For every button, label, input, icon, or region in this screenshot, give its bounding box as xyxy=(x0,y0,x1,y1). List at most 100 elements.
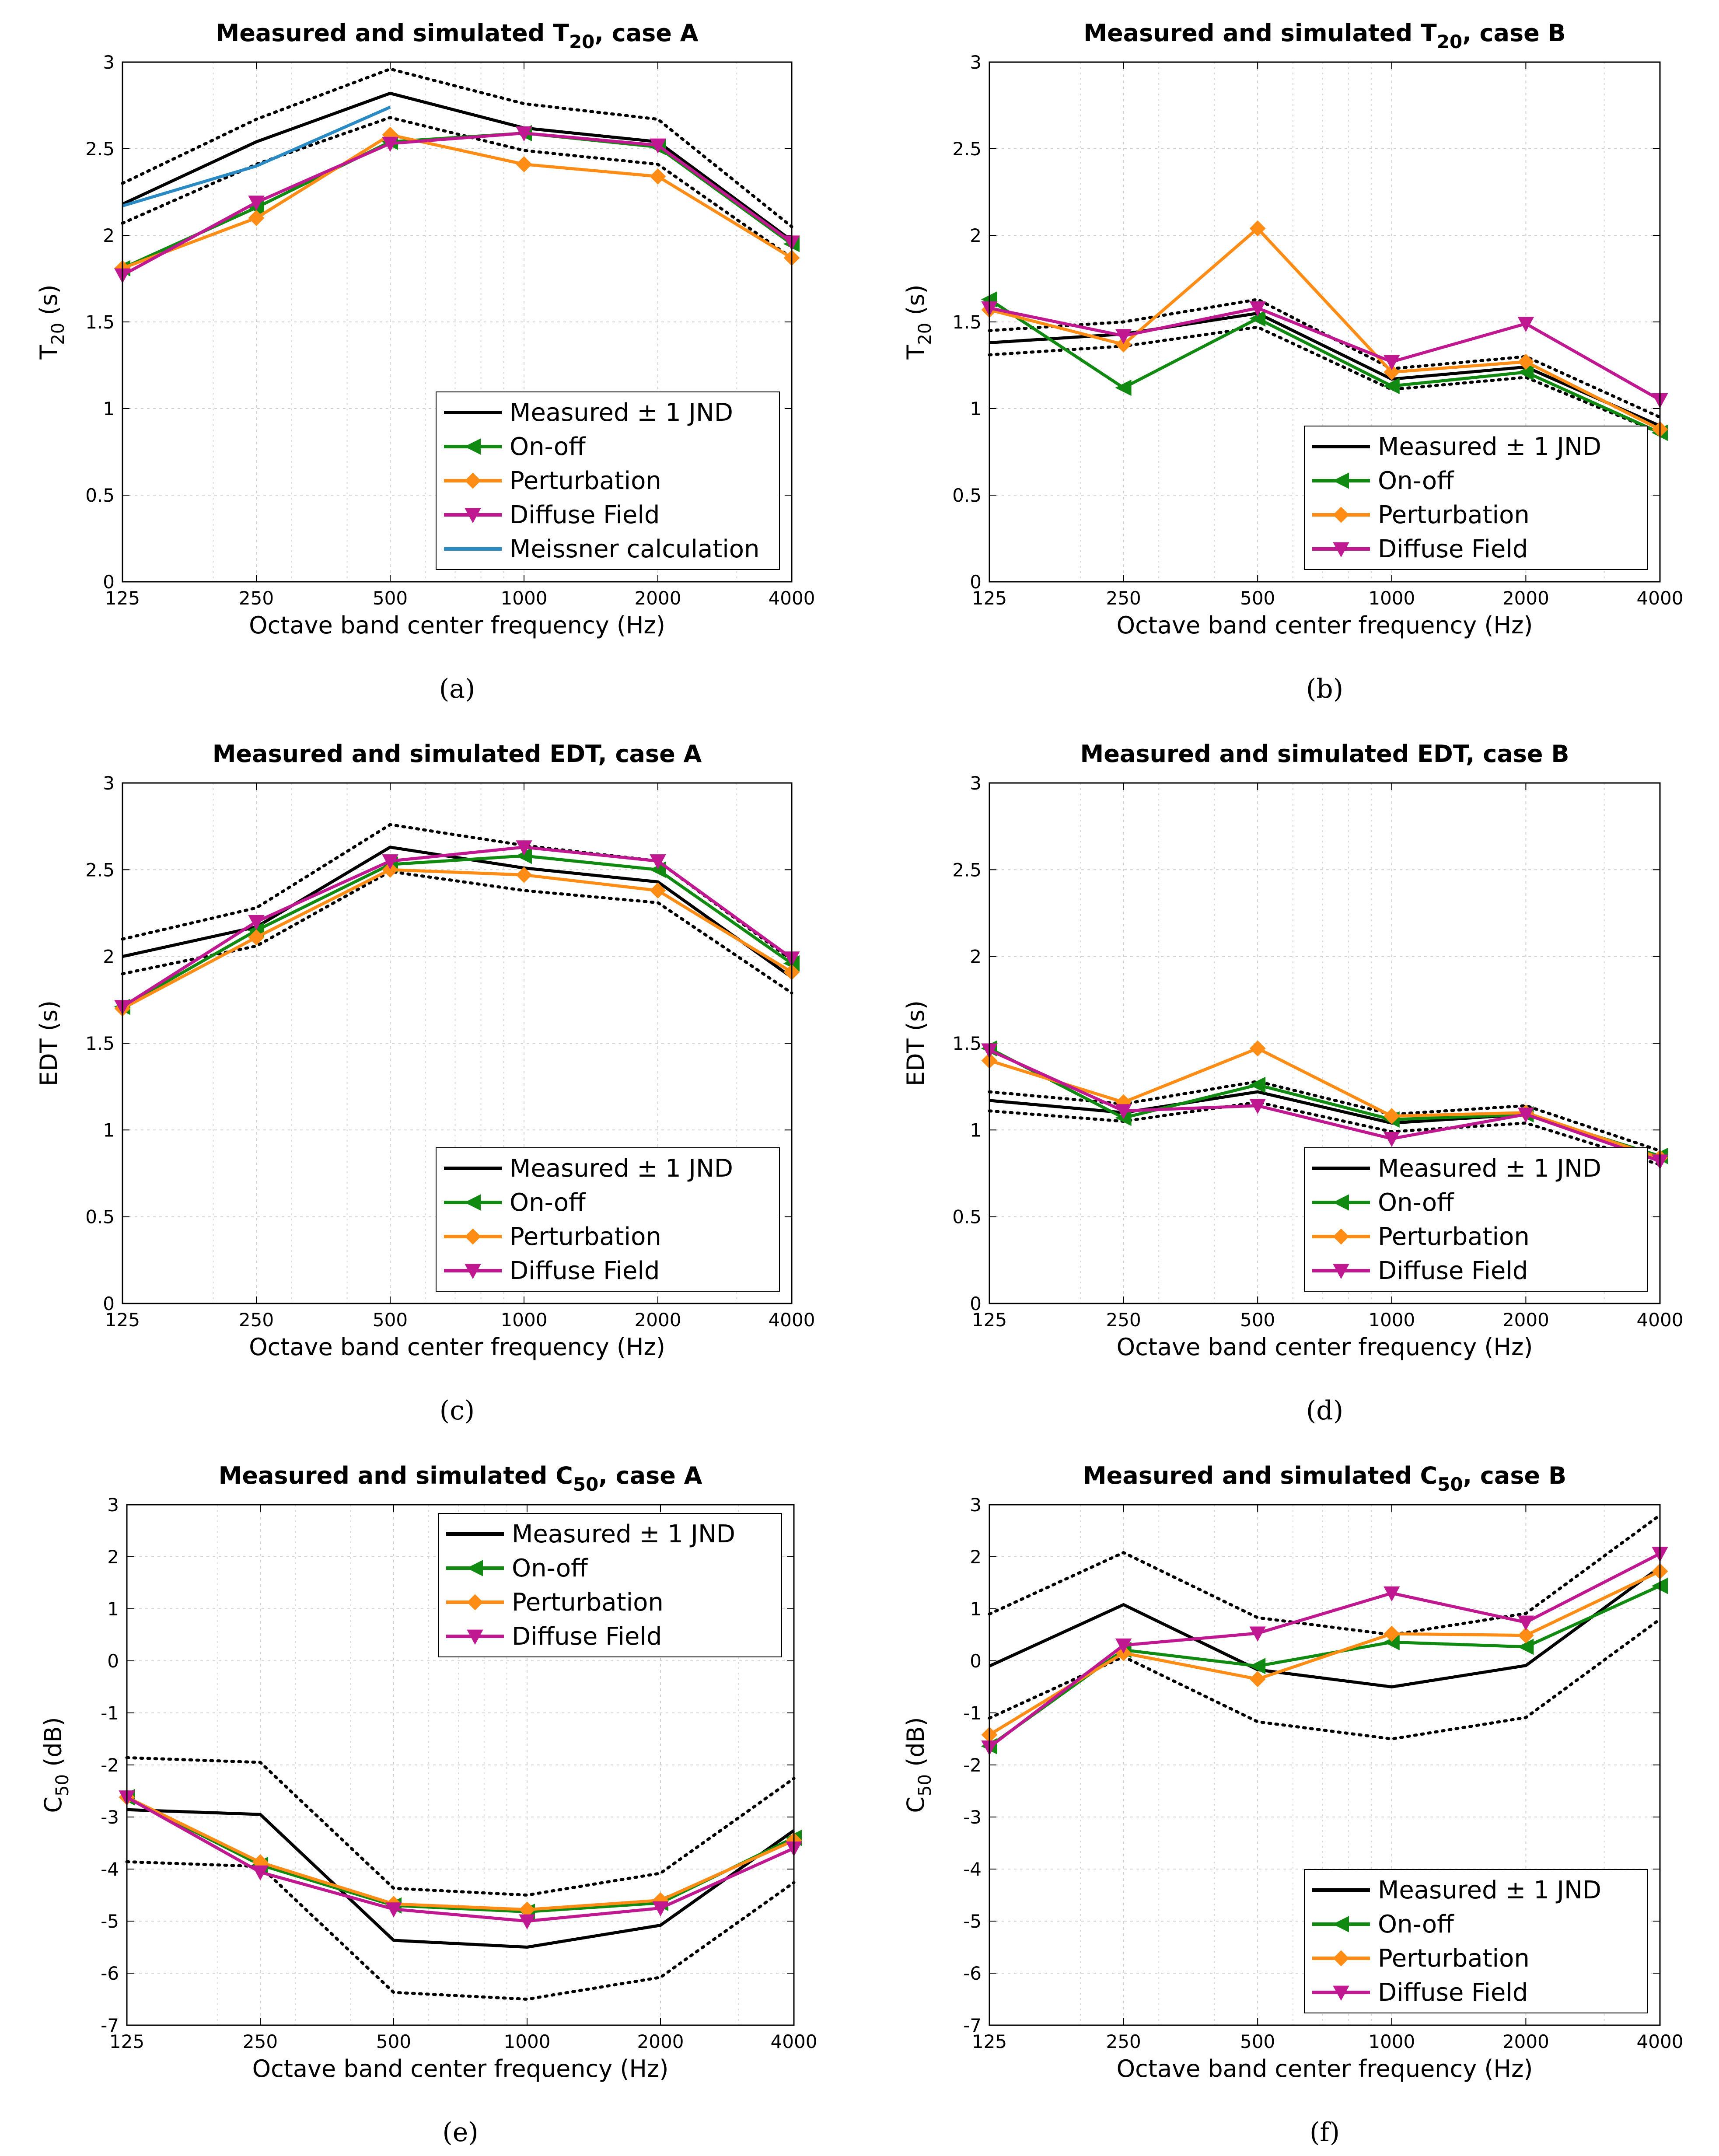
jnd-band-lower xyxy=(988,1101,1662,1167)
series-line xyxy=(126,1808,795,1949)
data-point xyxy=(516,867,532,883)
legend-marker xyxy=(465,1264,481,1279)
legend-label: Measured ± 1 JND xyxy=(1378,1154,1601,1183)
legend-marker xyxy=(466,1560,483,1576)
y-axis-label-unit: (s) xyxy=(35,284,63,322)
x-tick-label: 250 xyxy=(1106,2031,1141,2052)
legend-box xyxy=(1304,1147,1648,1292)
data-point xyxy=(248,196,265,211)
legend: Measured ± 1 JND On-off Perturbation Diffus… xyxy=(1304,426,1648,570)
y-tick-label: 0 xyxy=(970,1293,982,1314)
legend-label: Meissner calculation xyxy=(510,535,760,563)
data-point xyxy=(1384,1132,1400,1147)
series-line xyxy=(989,1048,1661,1163)
legend-label: Diffuse Field xyxy=(1378,535,1528,563)
legend-label: On-off xyxy=(1378,467,1454,495)
data-point xyxy=(1115,336,1132,353)
x-tick-label: 125 xyxy=(972,1309,1007,1331)
x-tick-label: 2000 xyxy=(1502,587,1549,609)
series-perturbation xyxy=(114,861,800,1017)
y-tick-label: 2.5 xyxy=(952,859,982,881)
data-point xyxy=(1384,355,1400,370)
x-tick-label: 1000 xyxy=(504,2031,551,2052)
panel-b: 125 250 500 1000 2000 4000 0 0.5 1 1.5 2 2.5 3 Measur… xyxy=(902,19,1683,704)
data-point xyxy=(1517,353,1534,370)
series-line xyxy=(122,854,793,1008)
data-point xyxy=(1249,1040,1266,1057)
y-axis-label-main: EDT (s) xyxy=(902,1000,929,1086)
panel-caption: (a) xyxy=(439,674,475,704)
y-tick-label: 0.5 xyxy=(952,485,982,506)
y-tick-label: 0 xyxy=(970,571,982,593)
legend-label: On-off xyxy=(512,1554,588,1583)
legend-label: On-off xyxy=(1378,1910,1454,1939)
panel-e: 125 250 500 1000 2000 4000 -7 -6 -5 -4 -3 -2 -1 0 1 2 3 M… xyxy=(39,1462,817,2148)
legend-label: Perturbation xyxy=(510,1223,661,1251)
series-meissner-calculation xyxy=(122,105,391,208)
data-point xyxy=(1383,377,1400,395)
legend: Measured ± 1 JND On-off Perturbation Diffus… xyxy=(1304,1869,1648,2013)
x-tick-label: 2000 xyxy=(635,587,681,609)
jnd-band-lower xyxy=(125,1860,796,2001)
y-tick-label: 0.5 xyxy=(85,485,115,506)
y-tick-label: 2.5 xyxy=(85,859,115,881)
data-point xyxy=(650,168,666,185)
x-tick-label: 125 xyxy=(105,587,140,609)
x-tick-label: 1000 xyxy=(1368,2031,1415,2052)
series-measured-1-jnd xyxy=(125,1756,796,2001)
data-point xyxy=(1115,1638,1132,1654)
x-tick-label: 1000 xyxy=(501,587,548,609)
x-tick-label: 125 xyxy=(105,1309,140,1331)
y-tick-label: 3 xyxy=(107,1494,119,1516)
data-point xyxy=(516,126,532,142)
series-line xyxy=(989,227,1661,431)
legend-box xyxy=(438,1513,782,1657)
data-point xyxy=(519,1914,535,1930)
series-line xyxy=(126,1796,795,1911)
data-point xyxy=(1384,1586,1400,1602)
x-tick-label: 500 xyxy=(373,587,408,609)
legend-marker xyxy=(1332,1916,1349,1932)
y-tick-label: 2.5 xyxy=(85,138,115,160)
y-tick-label: 1.5 xyxy=(85,311,115,333)
x-tick-label: 2000 xyxy=(1502,1309,1549,1331)
x-axis-label: Octave band center frequency (Hz) xyxy=(1117,1333,1533,1361)
series-line xyxy=(126,1796,795,1923)
series-line xyxy=(989,311,1661,427)
y-tick-label: -6 xyxy=(101,1963,119,1984)
data-point xyxy=(650,854,666,870)
x-axis-label: Octave band center frequency (Hz) xyxy=(252,2055,669,2083)
jnd-band-upper xyxy=(988,1513,1662,1637)
legend-marker xyxy=(467,1629,483,1645)
y-tick-label: 1 xyxy=(107,1598,119,1620)
panel-a: 125 250 500 1000 2000 4000 0 0.5 1 1.5 2 2.5 3 Measur… xyxy=(35,19,815,704)
data-point xyxy=(385,1902,402,1918)
x-axis-label: Octave band center frequency (Hz) xyxy=(249,612,665,639)
panel-title-main: Measured and simulated C xyxy=(1083,1462,1437,1489)
y-tick-label: 1.5 xyxy=(952,1033,982,1054)
y-tick-label: 0.5 xyxy=(952,1206,982,1228)
x-tick-label: 4000 xyxy=(769,587,815,609)
panel-title-sub: 20 xyxy=(569,31,594,52)
axes-frame xyxy=(122,61,793,583)
y-tick-label: -5 xyxy=(101,1911,119,1932)
axes-frame xyxy=(126,1504,795,2026)
y-axis-label-main: C xyxy=(902,1796,929,1813)
y-axis-label: C50 (dB) xyxy=(39,1717,73,1813)
x-tick-label: 125 xyxy=(972,2031,1007,2052)
x-tick-label: 500 xyxy=(1240,587,1275,609)
x-tick-label: 4000 xyxy=(1637,1309,1684,1331)
legend-label: Perturbation xyxy=(512,1588,664,1617)
legend-label: On-off xyxy=(1378,1188,1454,1217)
y-tick-label: 2 xyxy=(970,946,982,968)
y-axis-label: T20 (s) xyxy=(35,284,68,360)
panel-title: Measured and simulated T20, case A xyxy=(216,19,698,52)
x-tick-label: 250 xyxy=(1106,1309,1141,1331)
panel-caption: (d) xyxy=(1306,1395,1343,1426)
panel-title-main: Measured and simulated EDT, case B xyxy=(1080,740,1569,768)
y-axis-label-unit: (dB) xyxy=(902,1717,929,1774)
series-line xyxy=(122,91,793,242)
y-tick-label: 2 xyxy=(107,1546,119,1568)
y-tick-label: 1 xyxy=(970,1119,982,1141)
